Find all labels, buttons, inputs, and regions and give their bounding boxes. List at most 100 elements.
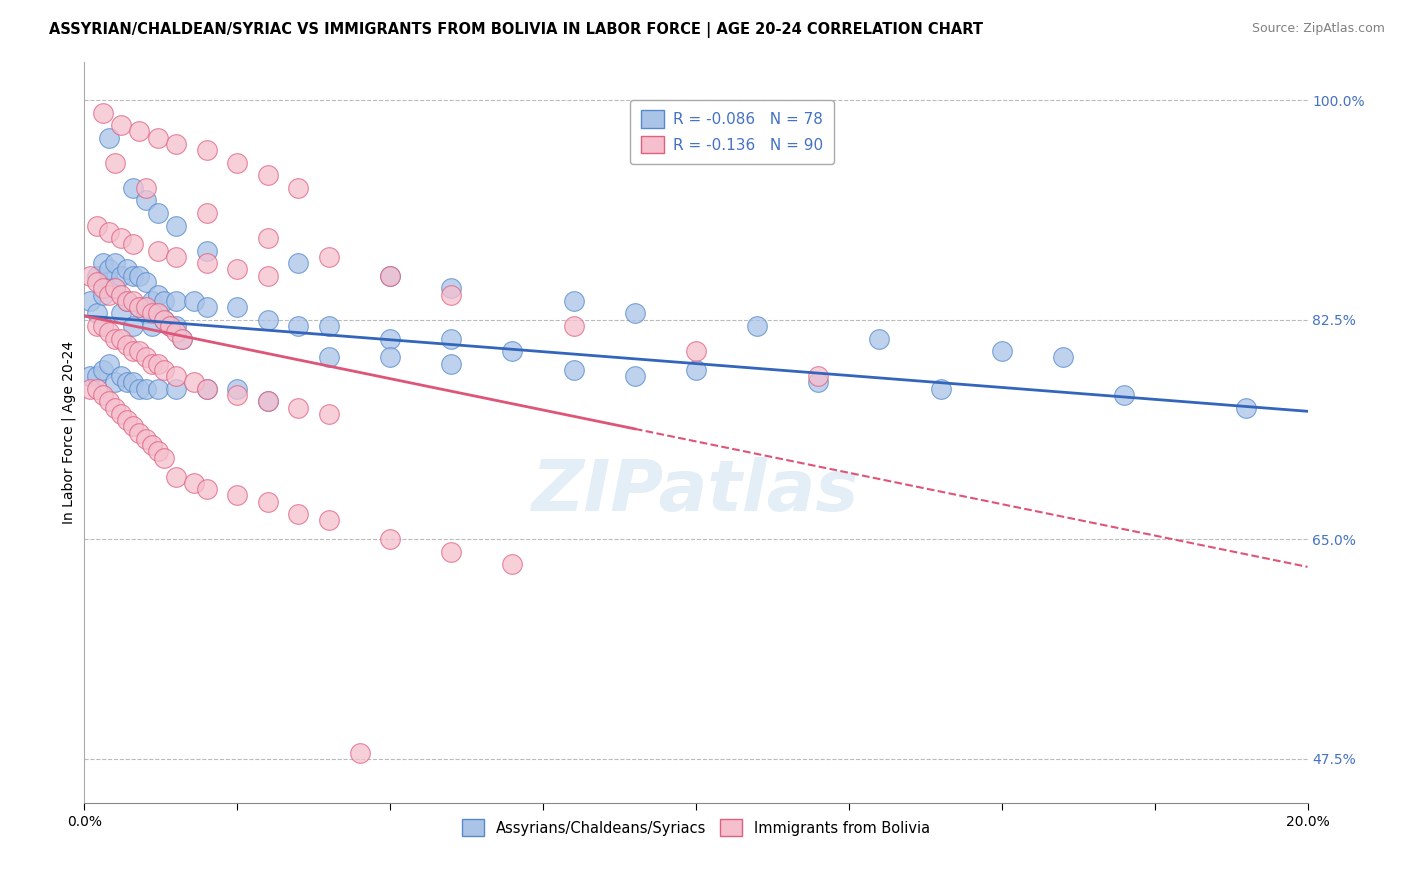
Point	[562, 293, 585, 308]
Point	[440, 357, 463, 371]
Point	[135, 300, 157, 314]
Point	[747, 318, 769, 333]
Point	[128, 124, 150, 138]
Point	[153, 312, 176, 326]
Point	[86, 369, 108, 384]
Point	[153, 450, 176, 465]
Point	[128, 382, 150, 396]
Point	[146, 382, 169, 396]
Point	[409, 821, 432, 835]
Point	[135, 351, 157, 365]
Point	[165, 293, 187, 308]
Legend: Assyrians/Chaldeans/Syriacs, Immigrants from Bolivia: Assyrians/Chaldeans/Syriacs, Immigrants …	[454, 813, 938, 844]
Point	[146, 444, 169, 458]
Point	[440, 281, 463, 295]
Point	[257, 231, 280, 245]
Point	[440, 331, 463, 345]
Point	[380, 351, 402, 365]
Point	[128, 300, 150, 314]
Point	[122, 237, 145, 252]
Point	[110, 331, 132, 345]
Point	[146, 306, 169, 320]
Point	[226, 382, 249, 396]
Point	[104, 376, 127, 390]
Point	[183, 293, 205, 308]
Point	[318, 513, 340, 527]
Point	[146, 244, 169, 258]
Point	[115, 293, 138, 308]
Point	[115, 262, 138, 277]
Point	[226, 262, 249, 277]
Point	[135, 181, 157, 195]
Point	[380, 268, 402, 283]
Point	[104, 401, 127, 415]
Point	[122, 318, 145, 333]
Point	[165, 382, 187, 396]
Point	[195, 256, 218, 270]
Point	[183, 376, 205, 390]
Point	[141, 293, 163, 308]
Point	[929, 382, 952, 396]
Point	[257, 494, 280, 508]
Point	[104, 281, 127, 295]
Point	[287, 181, 309, 195]
Point	[91, 363, 114, 377]
Point	[165, 250, 187, 264]
Point	[287, 507, 309, 521]
Point	[122, 419, 145, 434]
Point	[195, 482, 218, 496]
Point	[380, 533, 402, 547]
Point	[97, 262, 120, 277]
Point	[380, 268, 402, 283]
Point	[195, 244, 218, 258]
Point	[104, 256, 127, 270]
Point	[104, 156, 127, 170]
Point	[159, 318, 181, 333]
Point	[135, 432, 157, 446]
Point	[349, 746, 371, 760]
Point	[128, 268, 150, 283]
Point	[86, 382, 108, 396]
Point	[97, 394, 120, 409]
Point	[807, 376, 830, 390]
Point	[135, 306, 157, 320]
Point	[97, 225, 120, 239]
Point	[287, 256, 309, 270]
Point	[195, 382, 218, 396]
Point	[91, 388, 114, 402]
Point	[318, 250, 340, 264]
Point	[122, 293, 145, 308]
Point	[79, 382, 101, 396]
Point	[86, 275, 108, 289]
Point	[257, 394, 280, 409]
Point	[97, 287, 120, 301]
Point	[153, 363, 176, 377]
Point	[226, 300, 249, 314]
Point	[257, 394, 280, 409]
Point	[165, 325, 187, 339]
Point	[440, 545, 463, 559]
Point	[440, 287, 463, 301]
Point	[1052, 351, 1074, 365]
Point	[110, 369, 132, 384]
Point	[165, 469, 187, 483]
Point	[172, 331, 194, 345]
Point	[624, 306, 647, 320]
Point	[135, 382, 157, 396]
Point	[318, 351, 340, 365]
Point	[146, 130, 169, 145]
Point	[146, 306, 169, 320]
Point	[115, 413, 138, 427]
Point	[141, 318, 163, 333]
Point	[165, 136, 187, 151]
Point	[110, 268, 132, 283]
Point	[128, 344, 150, 359]
Point	[141, 438, 163, 452]
Point	[195, 382, 218, 396]
Point	[91, 318, 114, 333]
Point	[318, 318, 340, 333]
Point	[110, 407, 132, 421]
Point	[685, 344, 707, 359]
Point	[122, 268, 145, 283]
Point	[91, 281, 114, 295]
